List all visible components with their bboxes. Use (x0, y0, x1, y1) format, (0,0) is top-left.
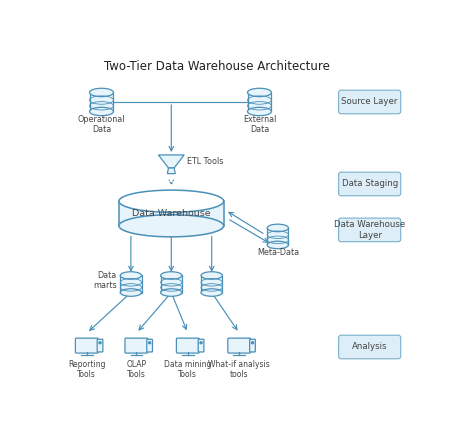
Text: Meta-Data: Meta-Data (257, 248, 299, 257)
Text: Data
marts: Data marts (93, 271, 117, 291)
Ellipse shape (201, 272, 222, 279)
Circle shape (251, 342, 254, 344)
Ellipse shape (90, 88, 113, 97)
Ellipse shape (120, 289, 142, 296)
Ellipse shape (267, 241, 289, 249)
Text: Data Warehouse
Layer: Data Warehouse Layer (334, 220, 405, 239)
FancyBboxPatch shape (198, 339, 204, 352)
Ellipse shape (119, 190, 224, 212)
Text: Reporting
Tools: Reporting Tools (68, 360, 106, 379)
FancyBboxPatch shape (338, 335, 401, 359)
Ellipse shape (161, 272, 182, 279)
Bar (201, 276, 222, 293)
FancyBboxPatch shape (125, 338, 148, 353)
Bar (161, 276, 182, 293)
Polygon shape (167, 168, 175, 174)
Text: External
Data: External Data (243, 115, 276, 134)
FancyBboxPatch shape (97, 339, 103, 352)
Ellipse shape (161, 289, 182, 296)
Bar (247, 92, 272, 112)
FancyBboxPatch shape (228, 338, 251, 353)
Text: Operational
Data: Operational Data (78, 115, 125, 134)
FancyBboxPatch shape (176, 338, 199, 353)
Bar (90, 92, 113, 112)
Text: Data Staging: Data Staging (342, 179, 398, 188)
FancyBboxPatch shape (250, 339, 255, 352)
Text: Analysis: Analysis (352, 343, 387, 351)
FancyBboxPatch shape (75, 338, 98, 353)
Ellipse shape (90, 107, 113, 116)
Ellipse shape (247, 88, 272, 97)
FancyBboxPatch shape (338, 218, 401, 242)
FancyBboxPatch shape (338, 172, 401, 196)
Ellipse shape (120, 272, 142, 279)
Ellipse shape (247, 107, 272, 116)
Text: Two-Tier Data Warehouse Architecture: Two-Tier Data Warehouse Architecture (104, 60, 330, 73)
Text: Data mining
Tools: Data mining Tools (164, 360, 211, 379)
Text: Source Layer: Source Layer (341, 98, 398, 106)
Bar (267, 228, 289, 245)
Circle shape (99, 342, 101, 344)
Bar (120, 276, 142, 293)
FancyBboxPatch shape (338, 90, 401, 114)
Circle shape (200, 342, 202, 344)
Text: OLAP
Tools: OLAP Tools (127, 360, 146, 379)
Polygon shape (158, 155, 184, 168)
Ellipse shape (267, 224, 289, 232)
Text: Data Warehouse: Data Warehouse (132, 209, 210, 218)
Bar (119, 201, 224, 226)
Circle shape (148, 342, 151, 344)
FancyBboxPatch shape (147, 339, 153, 352)
Text: ETL Tools: ETL Tools (187, 157, 223, 166)
Ellipse shape (119, 215, 224, 237)
Text: What-if analysis
tools: What-if analysis tools (209, 360, 270, 379)
Ellipse shape (201, 289, 222, 296)
